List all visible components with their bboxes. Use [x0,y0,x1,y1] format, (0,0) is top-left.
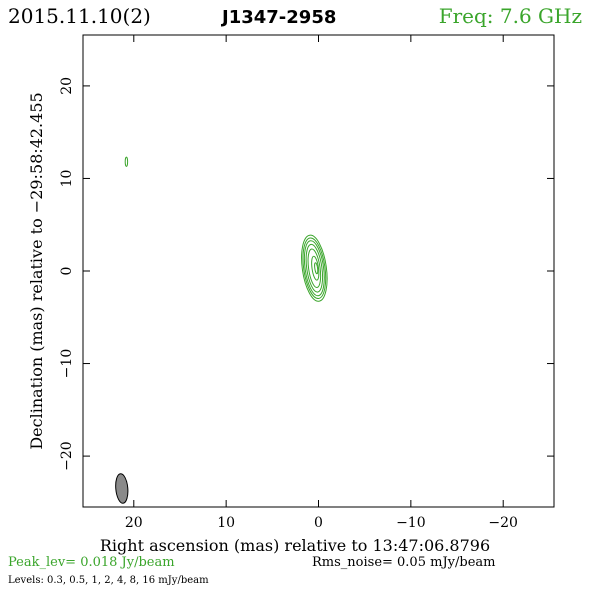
contour-line [302,237,327,300]
y-tick-labels: 20 10 0 −10 −20 [59,77,75,471]
x-tick-label: 20 [125,515,143,531]
y-axis-label: Declination (mas) relative to −29:58:42.… [27,92,46,449]
y-tick-label: −10 [59,349,75,379]
date-label: 2015.11.10(2) [8,4,151,28]
x-tick-label: −10 [396,515,426,531]
axis-ticks [83,35,554,507]
x-tick-label: −20 [488,515,518,531]
contour-levels-label: Levels: 0.3, 0.5, 1, 2, 4, 8, 16 mJy/bea… [8,575,209,586]
peak-level-label: Peak_lev= 0.018 Jy/beam [8,555,175,570]
x-tick-label: 0 [314,515,323,531]
beam-group [115,473,129,504]
contour-line [303,240,325,297]
contour-line [314,262,319,275]
y-tick-label: 20 [59,77,75,95]
beam-ellipse [115,473,129,504]
rms-noise-label: Rms_noise= 0.05 mJy/beam [312,555,495,570]
x-tick-labels: 20 10 0 −10 −20 [125,515,518,531]
frequency-label: Freq: 7.6 GHz [439,4,582,28]
source-name: J1347-2958 [220,7,336,28]
contour-line [301,234,328,302]
contour-line [311,255,320,281]
x-axis-label: Right ascension (mas) relative to 13:47:… [100,536,490,555]
contour-line [305,243,324,293]
contour-group [124,156,328,302]
contour-line [307,248,322,288]
x-tick-label: 10 [217,515,235,531]
y-tick-label: 10 [59,170,75,188]
y-tick-label: 0 [59,267,75,276]
y-tick-label: −20 [59,441,75,471]
contour-line [124,156,129,167]
